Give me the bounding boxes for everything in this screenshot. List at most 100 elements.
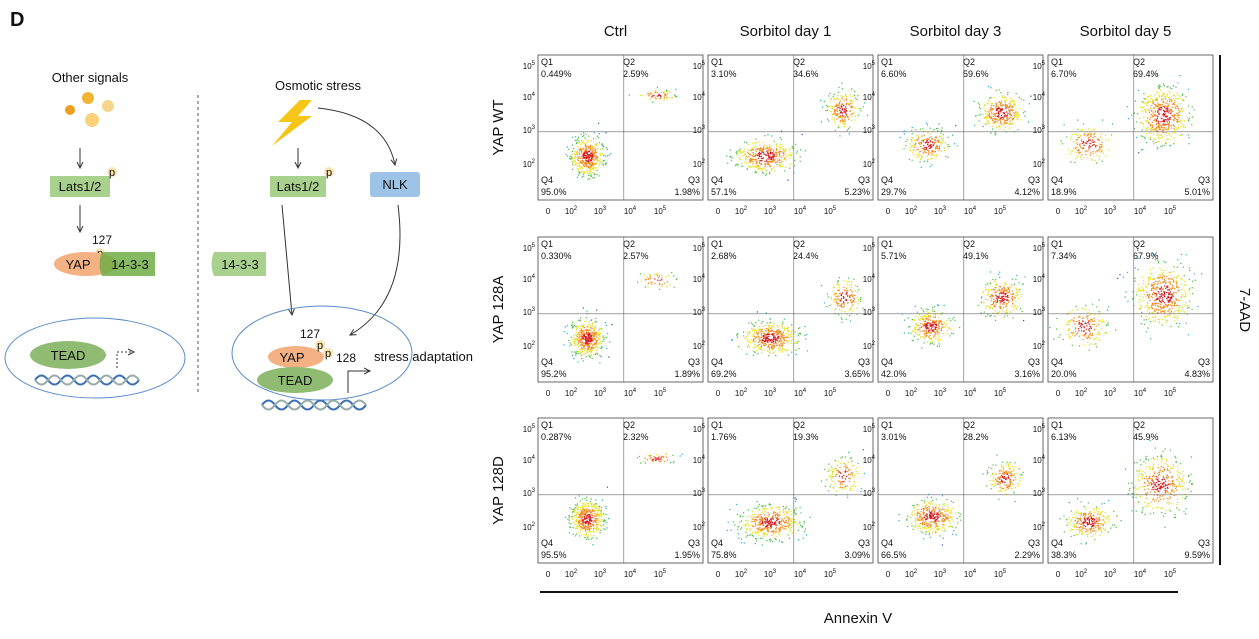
event — [988, 86, 989, 87]
tick-label: 105 — [523, 61, 536, 71]
event — [1148, 283, 1149, 284]
event — [854, 91, 855, 92]
event — [919, 331, 920, 332]
event — [991, 108, 992, 109]
event — [852, 116, 853, 117]
event — [948, 318, 949, 319]
event — [1166, 139, 1167, 140]
event — [596, 145, 597, 146]
event — [927, 124, 928, 125]
event — [938, 335, 939, 336]
event — [786, 156, 787, 157]
event — [751, 322, 752, 323]
event — [1096, 326, 1097, 327]
event — [581, 329, 582, 330]
event — [1185, 296, 1186, 297]
event — [650, 275, 651, 276]
event — [923, 330, 924, 331]
event — [920, 146, 921, 147]
event — [1148, 100, 1149, 101]
quadrant-name: Q4 — [881, 357, 893, 367]
event — [765, 166, 766, 167]
event — [754, 330, 755, 331]
event — [748, 344, 749, 345]
event — [914, 327, 915, 328]
event — [595, 511, 596, 512]
event — [996, 283, 997, 284]
event — [1093, 142, 1094, 143]
event — [913, 154, 914, 155]
event — [752, 163, 753, 164]
event — [744, 149, 745, 150]
event — [1006, 299, 1007, 300]
event — [774, 347, 775, 348]
event — [852, 96, 853, 97]
event — [1076, 152, 1077, 153]
event — [980, 108, 981, 109]
event — [1007, 297, 1008, 298]
tick-exp: 3 — [1113, 206, 1117, 212]
event — [841, 95, 842, 96]
event — [1161, 270, 1162, 271]
tick-exp: 5 — [663, 388, 667, 394]
quadrant-name: Q4 — [881, 175, 893, 185]
event — [762, 149, 763, 150]
event — [588, 326, 589, 327]
event — [772, 326, 773, 327]
event — [586, 532, 587, 533]
event — [1003, 311, 1004, 312]
event — [599, 335, 600, 336]
event — [853, 300, 854, 301]
event — [591, 354, 592, 355]
event — [836, 109, 837, 110]
event — [1174, 99, 1175, 100]
event — [597, 347, 598, 348]
event — [1102, 319, 1103, 320]
event — [1015, 295, 1016, 296]
event — [1015, 288, 1016, 289]
event — [1074, 323, 1075, 324]
quadrant-name: Q3 — [1028, 175, 1040, 185]
event — [1104, 332, 1105, 333]
event — [923, 152, 924, 153]
event — [1174, 302, 1175, 303]
event — [998, 126, 999, 127]
signal-dot — [102, 100, 114, 112]
event — [1184, 275, 1185, 276]
event — [1139, 284, 1140, 285]
event — [758, 342, 759, 343]
event — [846, 299, 847, 300]
quadrant-percent: 3.10% — [711, 69, 737, 79]
event — [1161, 126, 1162, 127]
event — [1146, 316, 1147, 317]
event — [795, 349, 796, 350]
event — [844, 119, 845, 120]
event — [933, 316, 934, 317]
event — [1087, 134, 1088, 135]
event — [1094, 344, 1095, 345]
event — [993, 122, 994, 123]
event — [1176, 323, 1177, 324]
event — [1049, 327, 1050, 328]
event — [773, 324, 774, 325]
event — [921, 318, 922, 319]
event — [1012, 293, 1013, 294]
event — [602, 148, 603, 149]
event — [833, 94, 834, 95]
event — [857, 308, 858, 309]
event — [835, 130, 836, 131]
event — [852, 310, 853, 311]
event — [1168, 281, 1169, 282]
event — [1178, 290, 1179, 291]
event — [581, 355, 582, 356]
event — [601, 328, 602, 329]
event — [1002, 95, 1003, 96]
event — [1070, 336, 1071, 337]
event — [581, 142, 582, 143]
event — [787, 180, 788, 181]
event — [564, 331, 565, 332]
event — [664, 99, 665, 100]
event — [1182, 95, 1183, 96]
event — [983, 126, 984, 127]
event — [601, 356, 602, 357]
